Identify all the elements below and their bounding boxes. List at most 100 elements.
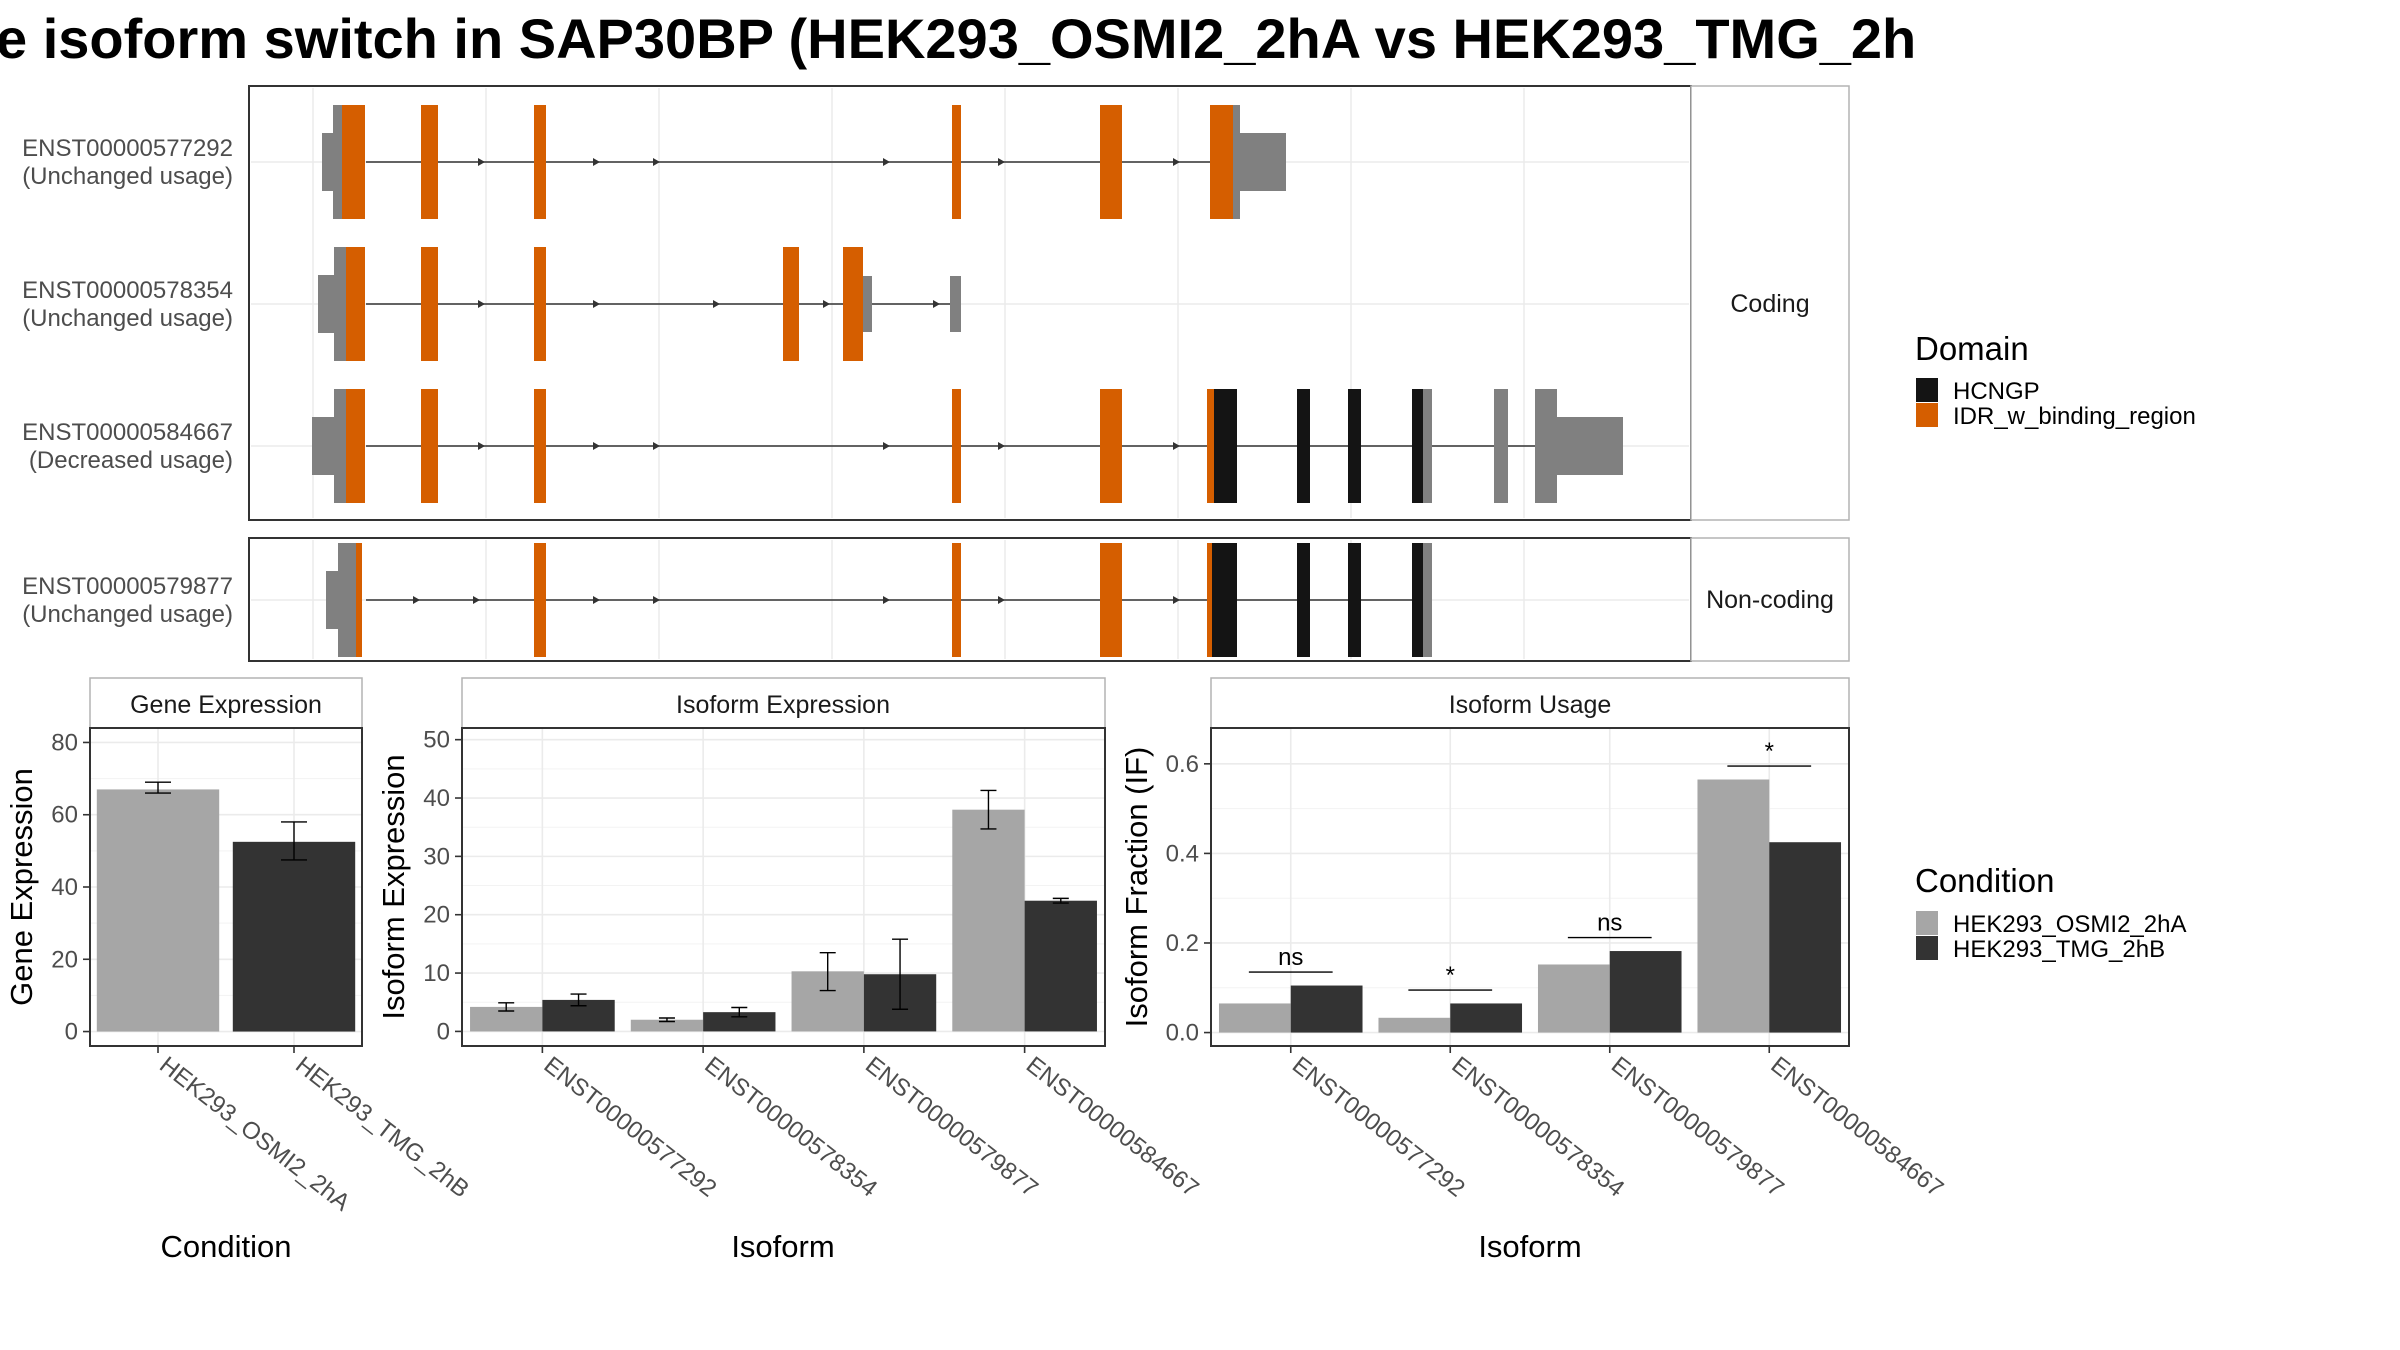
panel-strip: [1210, 677, 1850, 729]
isoform-usage-panel: Isoform Usage ns * ns * 0.0 0.2 0.4 0.6 ENST00…: [1119, 677, 1948, 1264]
strand-arrow: [593, 300, 600, 308]
x-tick-label: ENST00000584667: [1021, 1051, 1204, 1202]
exon-block: [356, 543, 362, 657]
y-tick-label: 30: [423, 843, 450, 870]
x-axis-ticks: ENST00000577292ENST00000578354ENST000005…: [539, 1046, 1204, 1203]
strand-arrow: [998, 442, 1005, 450]
legend-label: IDR_w_binding_region: [1953, 403, 2196, 430]
coding-strip: [1690, 85, 1850, 521]
panel-strip-title: Gene Expression: [130, 691, 322, 719]
bar: [703, 1012, 776, 1032]
y-tick-label: 40: [423, 785, 450, 812]
exon-block: [1557, 417, 1623, 475]
bar: [1609, 951, 1682, 1033]
y-axis-title: Isoform Expression: [376, 754, 411, 1019]
bar: [1697, 779, 1770, 1033]
exon-block: [334, 389, 346, 503]
exon-block: [1214, 389, 1237, 503]
strand-arrow: [478, 158, 485, 166]
condition-legend-title: Condition: [1915, 862, 2054, 899]
exon-block: [421, 105, 438, 219]
domain-legend: Domain HCNGP IDR_w_binding_region: [1915, 330, 2196, 430]
exon-block: [346, 389, 365, 503]
bar: [1769, 842, 1842, 1033]
x-axis-title: Isoform: [1478, 1229, 1581, 1264]
exon-block: [421, 247, 438, 361]
x-tick-label: ENST00000578354: [1447, 1051, 1630, 1202]
noncoding-strip: [1690, 537, 1850, 662]
bar: [630, 1019, 704, 1032]
bar: [1290, 985, 1363, 1033]
strand-arrow: [478, 300, 485, 308]
x-tick-label: ENST00000577292: [539, 1051, 722, 1202]
exon-block: [534, 543, 546, 657]
exon-block: [783, 247, 799, 361]
panel-strip: [461, 677, 1106, 729]
x-axis-title: Condition: [161, 1229, 292, 1264]
transcript-label-usage: (Unchanged usage): [22, 163, 233, 190]
isoform-expression-panel: Isoform Expression 0 10 20 30 40 50 ENST00000…: [376, 677, 1204, 1264]
y-tick-label: 0.2: [1166, 930, 1199, 957]
exon-block: [863, 276, 872, 332]
legend-key-cond-b: [1916, 936, 1938, 960]
strand-arrow: [593, 596, 600, 604]
bar: [1218, 1003, 1291, 1033]
strand-arrow: [593, 158, 600, 166]
condition-legend: Condition HEK293_OSMI2_2hA HEK293_TMG_2h…: [1915, 862, 2186, 963]
exon-block: [346, 247, 365, 361]
strand-arrow: [1173, 442, 1180, 450]
strand-arrow: [713, 300, 720, 308]
strand-arrow: [653, 596, 660, 604]
exon-block: [952, 105, 961, 219]
bars: [96, 789, 356, 1032]
transcript-structure-plot: Coding Non-coding ENST00000577292 (Uncha…: [22, 85, 1850, 662]
strand-arrow: [653, 158, 660, 166]
legend-label: HCNGP: [1953, 378, 2040, 405]
bar: [952, 809, 1025, 1032]
strand-arrow: [478, 442, 485, 450]
y-tick-label: 50: [423, 727, 450, 754]
significance-annotations: ns * ns *: [1248, 738, 1812, 991]
y-tick-label: 0: [65, 1019, 78, 1046]
strand-arrow: [883, 596, 890, 604]
exon-block: [952, 389, 961, 503]
plot-border: [1210, 727, 1850, 1047]
exon-block: [1210, 105, 1233, 219]
exon-block: [1212, 543, 1237, 657]
y-axis-ticks: 0.0 0.2 0.4 0.6: [1166, 751, 1211, 1047]
exon-block: [1233, 105, 1240, 219]
exon-block: [1207, 389, 1214, 503]
coding-panel-background: [248, 85, 1692, 521]
noncoding-strip-label: Non-coding: [1706, 586, 1834, 614]
exon-block: [534, 389, 546, 503]
exon-block: [1100, 543, 1122, 657]
exon-block: [342, 105, 365, 219]
strand-arrow: [933, 300, 940, 308]
domain-legend-title: Domain: [1915, 330, 2029, 367]
bar: [1450, 1003, 1523, 1033]
panel-strip-title: Isoform Expression: [676, 691, 890, 719]
exon-block: [318, 275, 337, 333]
exon-block: [1412, 389, 1423, 503]
x-tick-label: ENST00000579877: [1606, 1051, 1789, 1202]
y-axis-ticks: 0 20 40 60 80: [51, 729, 90, 1046]
error-bars: [498, 789, 1069, 1023]
y-tick-label: 20: [51, 946, 78, 973]
y-tick-label: 20: [423, 902, 450, 929]
y-axis-title: Gene Expression: [4, 768, 39, 1006]
x-tick-label: ENST00000579877: [860, 1051, 1043, 1202]
exon-block: [534, 247, 546, 361]
strand-arrow: [593, 442, 600, 450]
exon-block: [952, 543, 961, 657]
legend-label: HEK293_OSMI2_2hA: [1953, 911, 2186, 938]
y-axis-ticks: 0 10 20 30 40 50: [423, 727, 462, 1045]
y-tick-label: 0.6: [1166, 751, 1199, 778]
exon-block: [534, 105, 546, 219]
strand-arrow: [1173, 158, 1180, 166]
exon-block: [1240, 133, 1286, 191]
transcript-label-usage: (Unchanged usage): [22, 601, 233, 628]
legend-label: HEK293_TMG_2hB: [1953, 936, 2165, 963]
transcript-label-id: ENST00000578354: [22, 277, 233, 304]
